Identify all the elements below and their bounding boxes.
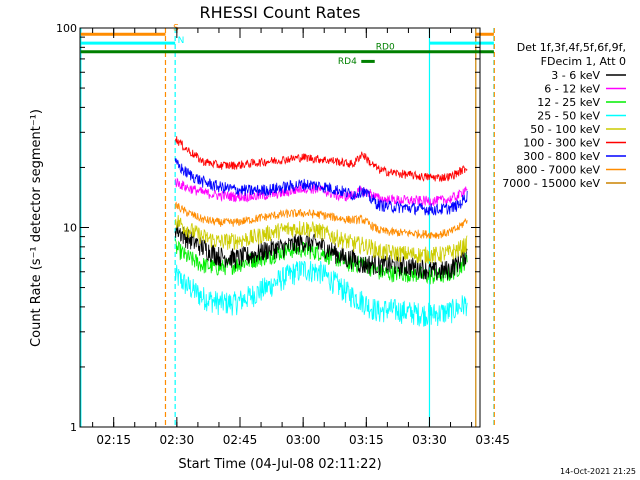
series-line-6 bbox=[174, 158, 468, 216]
legend-entry-label: 100 - 300 keV bbox=[523, 137, 600, 150]
legend-entry-label: 3 - 6 keV bbox=[551, 69, 600, 82]
y-axis-label: Count Rate (s⁻¹ detector segment⁻¹) bbox=[29, 109, 44, 347]
legend-entry-label: 6 - 12 keV bbox=[544, 83, 600, 96]
legend-entry-label: 300 - 800 keV bbox=[523, 150, 600, 163]
series-line-1 bbox=[174, 177, 468, 208]
x-tick-label: 03:15 bbox=[349, 433, 384, 447]
plot-area: SN RD0 RD4 bbox=[80, 24, 495, 427]
axis-ticks: 1 10 100 02:15 02:30 02:45 03:00 03:15 03:30 03:4… bbox=[56, 22, 510, 447]
x-tick-label: 03:30 bbox=[412, 433, 447, 447]
legend-entry-label: 25 - 50 keV bbox=[537, 110, 600, 123]
y-tick-label: 1 bbox=[70, 421, 77, 434]
y-tick-label: 100 bbox=[56, 22, 77, 35]
chart-title: RHESSI Count Rates bbox=[200, 3, 361, 22]
series-line-0 bbox=[174, 221, 468, 281]
series-line-3 bbox=[174, 260, 468, 327]
x-axis-label: Start Time (04-Jul-08 02:11:22) bbox=[178, 457, 381, 472]
flag-label: N bbox=[178, 36, 185, 46]
x-tick-label: 03:45 bbox=[475, 433, 510, 447]
x-tick-label: 02:15 bbox=[96, 433, 131, 447]
legend-entry-label: 800 - 7000 keV bbox=[516, 164, 600, 177]
legend-header: Det 1f,3f,4f,5f,6f,9f, bbox=[517, 41, 626, 54]
flag-label: RD0 bbox=[376, 43, 395, 53]
legend-entry-label: 50 - 100 keV bbox=[530, 123, 600, 136]
series-line-5 bbox=[174, 136, 468, 183]
flag-label: RD4 bbox=[338, 57, 357, 67]
legend-entry-label: 7000 - 15000 keV bbox=[502, 177, 600, 190]
series-line-7 bbox=[174, 201, 468, 240]
legend-entry-label: 12 - 25 keV bbox=[537, 96, 600, 109]
x-tick-label: 02:30 bbox=[160, 433, 195, 447]
flag-label: S bbox=[173, 24, 179, 34]
x-tick-label: 02:45 bbox=[223, 433, 258, 447]
footer-date: 14-Oct-2021 21:25 bbox=[560, 467, 636, 476]
legend: Det 1f,3f,4f,5f,6f,9f,FDecim 1, Att 03 -… bbox=[502, 41, 626, 190]
x-tick-label: 03:00 bbox=[286, 433, 321, 447]
series-line-4 bbox=[174, 215, 468, 264]
y-tick-label: 10 bbox=[63, 222, 77, 235]
legend-header: FDecim 1, Att 0 bbox=[541, 55, 626, 68]
